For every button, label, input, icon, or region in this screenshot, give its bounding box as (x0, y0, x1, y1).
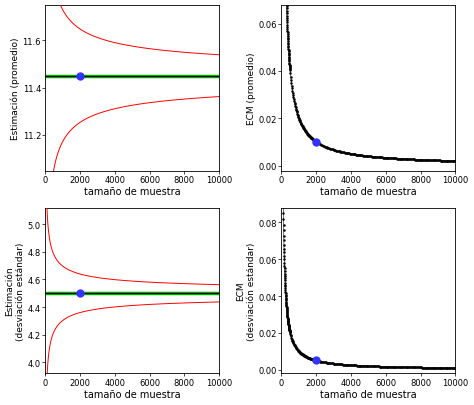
Y-axis label: ECM (promedio): ECM (promedio) (247, 52, 256, 124)
Y-axis label: Estimación
(desviación estándar): Estimación (desviación estándar) (6, 242, 25, 340)
X-axis label: tamaño de muestra: tamaño de muestra (320, 390, 417, 399)
X-axis label: tamaño de muestra: tamaño de muestra (320, 187, 417, 197)
Y-axis label: Estimación (promedio): Estimación (promedio) (10, 37, 20, 139)
Y-axis label: ECM
(desviación estándar): ECM (desviación estándar) (237, 242, 256, 340)
X-axis label: tamaño de muestra: tamaño de muestra (84, 187, 181, 197)
X-axis label: tamaño de muestra: tamaño de muestra (84, 390, 181, 399)
